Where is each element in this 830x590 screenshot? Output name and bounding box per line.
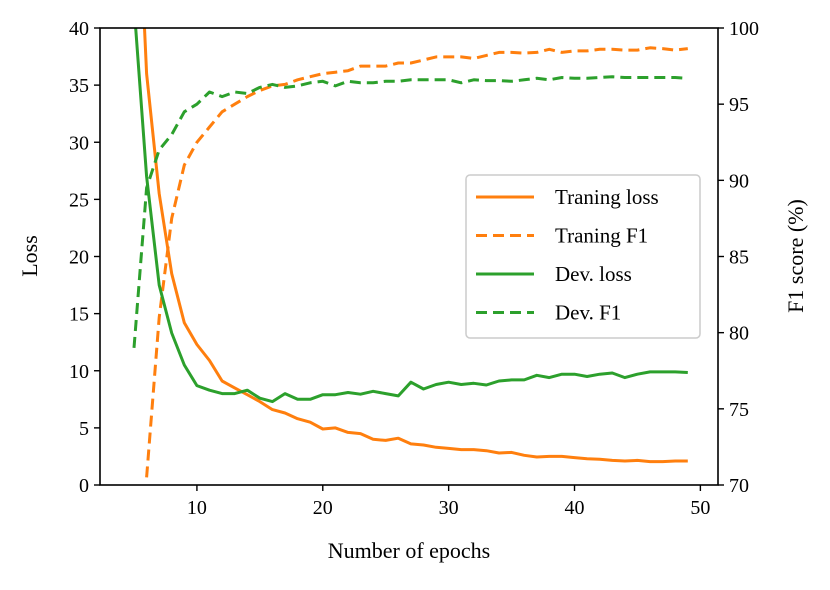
legend: Traning loss Traning F1 Dev. loss Dev. F1 — [465, 174, 701, 339]
y-tick-label: 10 — [69, 361, 89, 383]
series-traning-f1 — [145, 46, 688, 478]
y2-tick-label: 100 — [729, 18, 759, 40]
legend-label-traning-loss: Traning loss — [555, 185, 659, 209]
x-axis-label: Number of epochs — [328, 538, 491, 563]
y2-tick-label: 70 — [729, 475, 749, 497]
x-tick-label: 20 — [313, 497, 333, 519]
y-tick-label: 20 — [69, 247, 89, 269]
y-tick-label: 0 — [79, 475, 89, 497]
legend-label-traning-f1: Traning F1 — [555, 224, 648, 248]
x-tick-label: 50 — [690, 497, 710, 519]
y-tick-label: 15 — [69, 304, 89, 326]
y2-tick-label: 75 — [729, 399, 749, 421]
y-tick-label: 30 — [69, 132, 89, 154]
y-axis-label: Loss — [17, 235, 42, 277]
x-tick-label: 40 — [565, 497, 585, 519]
series-traning-loss — [142, 28, 688, 464]
y2-tick-label: 95 — [729, 94, 749, 116]
y2-tick-label: 85 — [729, 247, 749, 269]
y2-tick-label: 90 — [729, 170, 749, 192]
y-tick-label: 5 — [79, 418, 89, 440]
x-tick-label: 10 — [187, 497, 207, 519]
y2-axis-label: F1 score (%) — [783, 199, 808, 313]
y-tick-label: 25 — [69, 189, 89, 211]
legend-label-dev-f1: Dev. F1 — [555, 301, 621, 325]
x-tick-label: 30 — [439, 497, 459, 519]
legend-box — [465, 174, 701, 339]
series-dev-loss — [134, 28, 688, 404]
y2-tick-label: 80 — [729, 323, 749, 345]
series-dev-f1 — [132, 75, 688, 349]
legend-label-dev-loss: Dev. loss — [555, 262, 632, 286]
y-tick-label: 35 — [69, 75, 89, 97]
y-tick-label: 40 — [69, 18, 89, 40]
